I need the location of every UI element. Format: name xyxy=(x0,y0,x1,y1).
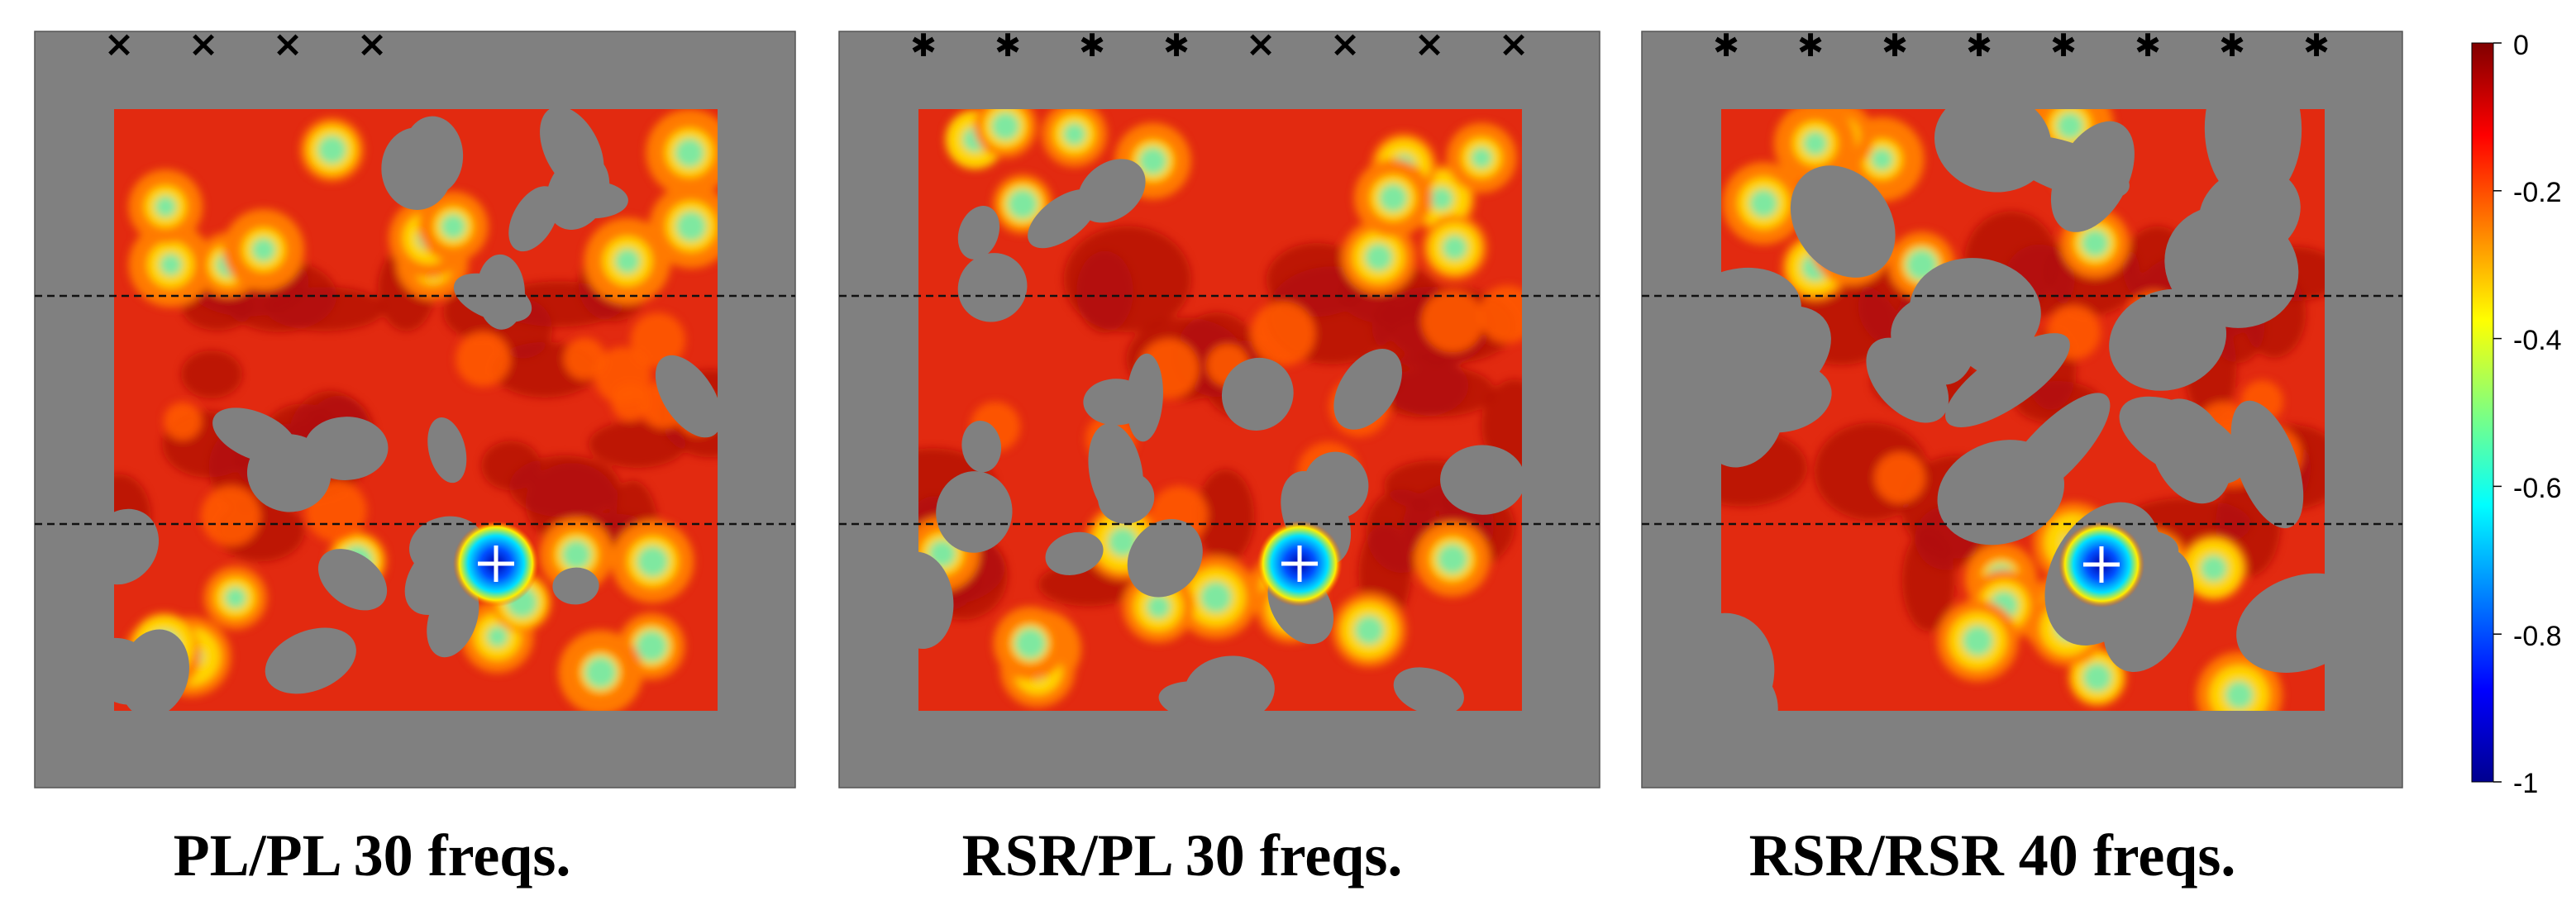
masked-region xyxy=(1934,109,2052,193)
masked-region xyxy=(552,567,599,605)
masked-region xyxy=(1045,531,1104,575)
colorbar-tick-4: -0.8 xyxy=(2513,621,2562,652)
sensor-marker: × xyxy=(1330,23,1361,65)
masked-region xyxy=(114,508,160,585)
sensor-marker: ✱ xyxy=(1713,27,1739,64)
heatmap-field xyxy=(114,109,718,711)
masked-region xyxy=(317,549,388,611)
masked-region xyxy=(265,627,356,694)
masked-region xyxy=(476,254,525,330)
heatmap-field xyxy=(918,109,1522,711)
heatmap-panel-2: ✱ ✱ ✱ ✱ × × × × xyxy=(838,23,1600,789)
masked-region xyxy=(546,154,610,230)
masked-region xyxy=(1158,681,1251,711)
colorbar-gradient xyxy=(2471,42,2494,783)
panel-title-2: RSR/PL 30 freqs. xyxy=(961,822,1403,889)
colorbar-tick-0: 0 xyxy=(2513,30,2529,61)
sensor-marker: × xyxy=(1499,23,1529,65)
colorbar-tick-2: -0.4 xyxy=(2513,325,2562,356)
masked-region xyxy=(1333,349,1402,430)
sensor-marker: × xyxy=(273,23,303,65)
masked-region xyxy=(1126,353,1163,442)
colorbar-tick-3: -0.6 xyxy=(2513,473,2562,504)
panel-title-3: RSR/RSR 40 freqs. xyxy=(1748,822,2236,889)
masked-region xyxy=(402,116,464,195)
masked-region xyxy=(2230,400,2304,529)
sensor-marker: ✱ xyxy=(1797,27,1824,64)
source-marker-2 xyxy=(1281,546,1318,582)
masked-region xyxy=(1127,518,1203,598)
masked-region xyxy=(961,420,1002,473)
heatmap-field xyxy=(1721,109,2325,711)
colorbar-tick-5: -1 xyxy=(2513,768,2539,799)
masked-region xyxy=(655,355,718,438)
masked-region xyxy=(2164,205,2299,328)
masked-region xyxy=(1790,165,1896,278)
masked-region xyxy=(1088,423,1144,522)
masked-region xyxy=(1937,440,2065,546)
sensor-marker: ✱ xyxy=(1966,27,1992,64)
masked-region xyxy=(1028,189,1098,249)
masked-region xyxy=(119,629,189,711)
sensor-marker: ✱ xyxy=(2135,27,2161,64)
masked-region xyxy=(1393,667,1464,711)
masked-region xyxy=(1221,357,1294,431)
sensor-marker: ✱ xyxy=(1079,27,1105,64)
sensor-marker: ✱ xyxy=(910,27,937,64)
masked-region xyxy=(1721,369,1785,468)
source-marker-1 xyxy=(478,546,514,582)
sensor-marker: × xyxy=(1246,23,1276,65)
masked-region xyxy=(1945,333,2070,427)
masked-region xyxy=(427,417,467,484)
masked-region xyxy=(957,253,1028,322)
source-marker-3 xyxy=(2083,546,2120,583)
masked-region xyxy=(2236,573,2325,673)
masked-region xyxy=(246,434,332,512)
sensor-marker: ✱ xyxy=(995,27,1021,64)
masked-region xyxy=(957,206,1000,260)
masked-region xyxy=(2204,109,2302,204)
masked-region xyxy=(1440,445,1522,515)
masked-region xyxy=(1721,612,1775,711)
masked-region xyxy=(918,551,954,650)
colorbar-tick-1: -0.2 xyxy=(2513,177,2562,208)
sensor-marker: × xyxy=(104,23,135,65)
masked-region xyxy=(1304,451,1369,519)
sensor-marker: × xyxy=(357,23,388,65)
panel-title-1: PL/PL 30 freqs. xyxy=(173,822,571,889)
sensor-marker: × xyxy=(1414,23,1445,65)
masked-region xyxy=(2149,398,2231,504)
sensor-marker: × xyxy=(188,23,219,65)
sensor-marker: ✱ xyxy=(1882,27,1908,64)
heatmap-panel-3: ✱ ✱ ✱ ✱ ✱ ✱ ✱ ✱ xyxy=(1641,27,2403,789)
heatmap-panel-1: × × × × xyxy=(34,23,796,789)
sensor-marker: ✱ xyxy=(2219,27,2245,64)
masked-region xyxy=(2050,121,2135,232)
masked-region xyxy=(1910,258,2041,364)
masked-region xyxy=(936,471,1013,553)
sensor-marker: ✱ xyxy=(2050,27,2077,64)
sensor-marker: ✱ xyxy=(2303,27,2330,64)
masked-region xyxy=(508,186,560,252)
sensor-marker: ✱ xyxy=(1163,27,1190,64)
colorbar xyxy=(2471,42,2502,783)
